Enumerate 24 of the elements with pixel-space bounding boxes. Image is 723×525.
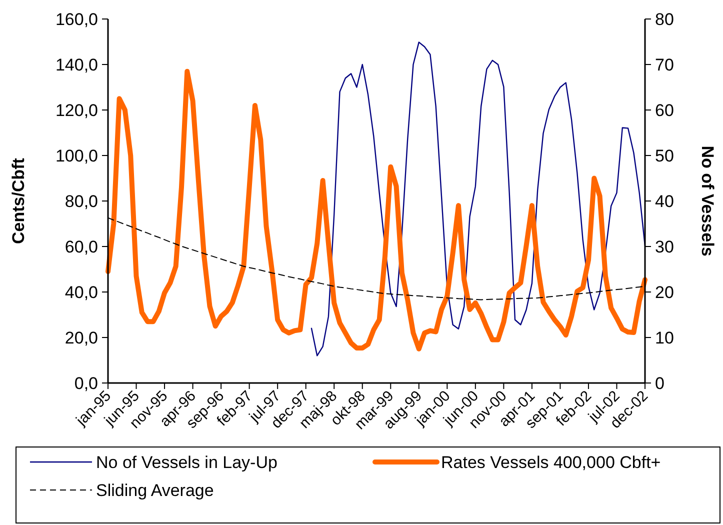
y-tick-label: 0,0 [74, 374, 98, 393]
y2-tick-label: 10 [655, 328, 674, 348]
line-series [310, 42, 646, 356]
y-tick-label: 120,0 [55, 100, 98, 120]
y-tick-label: 80,0 [64, 192, 98, 211]
y2-tick-label: 70 [655, 55, 674, 74]
y2-tick-label: 0 [655, 374, 664, 393]
y2-axis-title: No of Vessels [698, 146, 717, 256]
y2-tick-label: 40 [655, 192, 674, 211]
legend-label: Sliding Average [96, 480, 214, 500]
legend-label: No of Vessels in Lay-Up [96, 452, 278, 472]
y-tick-label: 20,0 [64, 328, 98, 348]
legend-label: Rates Vessels 400,000 Cbft+ [441, 452, 661, 472]
y2-tick-label: 80 [655, 10, 674, 29]
y2-tick-label: 60 [655, 100, 674, 120]
y-tick-label: 100,0 [55, 146, 98, 166]
y2-tick-label: 20 [655, 282, 674, 302]
y-tick-label: 40,0 [64, 282, 98, 302]
y-tick-label: 60,0 [64, 237, 98, 256]
y-tick-label: 140,0 [55, 55, 98, 74]
y-tick-label: 160,0 [55, 10, 98, 29]
y2-tick-label: 30 [655, 237, 674, 256]
y-axis-title: Cents/Cbft [9, 158, 28, 244]
y2-tick-label: 50 [655, 146, 674, 166]
